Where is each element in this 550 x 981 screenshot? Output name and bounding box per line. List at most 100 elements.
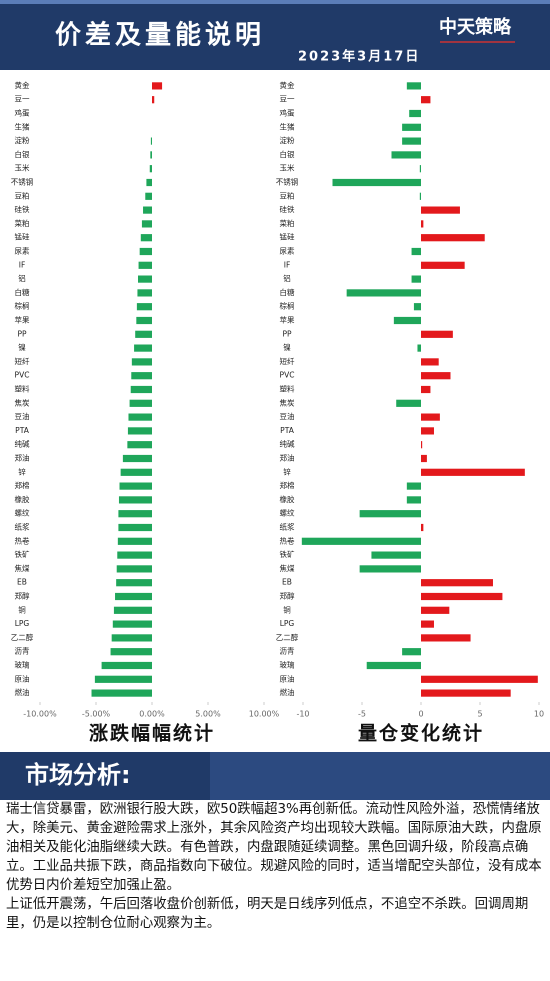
- header-band: [0, 0, 550, 70]
- bar: [419, 165, 421, 173]
- bar: [409, 109, 421, 118]
- bar: [131, 358, 152, 366]
- category-label: 苹果: [280, 315, 295, 325]
- category-label: 纯碱: [280, 439, 295, 449]
- bar: [136, 316, 152, 325]
- bar: [421, 620, 434, 628]
- bar: [421, 372, 451, 380]
- bar: [111, 634, 152, 642]
- bar: [138, 261, 152, 269]
- category-label: PP: [17, 329, 27, 338]
- category-label: 郑棉: [280, 480, 295, 490]
- category-label: 燃油: [280, 687, 295, 697]
- chart: 价差及量能说明 2023年3月17日 中天策略 市场分析: -10.00% -5.…: [0, 0, 550, 800]
- category-label: 螺纹: [280, 508, 295, 518]
- bar: [113, 606, 152, 614]
- bar: [118, 523, 152, 532]
- bar: [140, 234, 152, 242]
- category-label: 锰硅: [280, 232, 295, 242]
- bar: [421, 523, 424, 532]
- bar: [127, 441, 152, 449]
- analysis-text: 瑞士信贷暴雷，欧洲银行股大跌，欧50跌幅超3%再创新低。流动性风险外溢，恐慌情绪…: [6, 800, 544, 933]
- category-label: 郑油: [280, 453, 295, 463]
- category-label: 鸡蛋: [15, 108, 30, 118]
- category-label: 尿素: [280, 246, 295, 256]
- bar: [421, 579, 493, 587]
- bar: [413, 303, 421, 311]
- x-tick-label: 5.00%: [195, 710, 221, 719]
- category-label: 短纤: [15, 356, 30, 366]
- category-label: 热卷: [15, 535, 30, 545]
- bar: [150, 151, 152, 159]
- bar: [138, 275, 152, 283]
- bar: [129, 399, 152, 407]
- bar: [421, 385, 431, 394]
- bar: [101, 661, 152, 670]
- bar: [393, 316, 421, 325]
- category-label: 郑醇: [15, 591, 30, 601]
- category-label: 菜粕: [15, 218, 30, 228]
- bar: [150, 137, 152, 145]
- bar: [421, 634, 471, 642]
- category-label: 郑棉: [15, 480, 30, 490]
- x-tick-label: 0: [418, 710, 423, 719]
- category-label: 塑料: [15, 384, 30, 394]
- bar: [112, 620, 152, 628]
- bar: [115, 592, 152, 601]
- category-label: 橡胶: [280, 494, 295, 504]
- category-label: 郑油: [15, 453, 30, 463]
- bar: [332, 178, 421, 187]
- bar: [402, 123, 421, 131]
- category-label: 生猪: [15, 121, 30, 131]
- section-heading: 市场分析:: [25, 761, 131, 789]
- category-label: 纸浆: [280, 522, 295, 532]
- page-title: 价差及量能说明: [55, 20, 265, 51]
- bar: [118, 510, 152, 518]
- category-label: 硅铁: [15, 204, 30, 214]
- category-label: 锌: [18, 466, 26, 476]
- category-label: 白银: [15, 149, 30, 159]
- category-label: 焦炭: [280, 397, 295, 407]
- bar: [117, 551, 152, 559]
- category-label: 铝: [283, 273, 291, 283]
- bar: [411, 275, 421, 283]
- bar: [421, 606, 450, 614]
- section-band-right: [210, 752, 550, 800]
- category-label: 黄金: [280, 80, 295, 90]
- chart-title: 涨跌幅幅统计: [89, 722, 215, 745]
- category-label: 白糖: [15, 287, 30, 297]
- bar: [145, 192, 152, 200]
- category-label: 黄金: [15, 80, 30, 90]
- bar: [143, 206, 152, 214]
- paragraph: 瑞士信贷暴雷，欧洲银行股大跌，欧50跌幅超3%再创新低。流动性风险外溢，恐慌情绪…: [6, 802, 542, 893]
- category-label: 不锈钢: [276, 177, 299, 187]
- category-label: 橡胶: [15, 494, 30, 504]
- bar: [366, 661, 421, 670]
- x-tick-label: -5.00%: [82, 710, 111, 719]
- x-tick-label: 10: [534, 710, 544, 719]
- x-tick-label: -5: [358, 710, 366, 719]
- category-label: 短纤: [280, 356, 295, 366]
- bar: [421, 413, 440, 421]
- x-tick-label: -10: [296, 710, 309, 719]
- category-label: 豆一: [15, 95, 30, 104]
- x-tick-label: -10.00%: [23, 710, 57, 719]
- bar: [417, 344, 421, 352]
- category-label: 乙二醇: [11, 632, 34, 642]
- category-label: 塑料: [280, 384, 295, 394]
- category-label: 热卷: [280, 535, 295, 545]
- category-label: 尿素: [15, 246, 30, 256]
- category-label: 豆粕: [280, 190, 295, 200]
- bar: [118, 496, 152, 504]
- category-label: LPG: [15, 619, 30, 628]
- category-label: PP: [282, 329, 292, 338]
- bar: [402, 648, 421, 656]
- x-tick-label: 5: [477, 710, 482, 719]
- category-label: 生猪: [280, 121, 295, 131]
- category-label: PVC: [15, 371, 30, 380]
- category-label: 镍: [18, 342, 26, 352]
- category-label: 豆一: [280, 95, 295, 104]
- bar: [411, 247, 421, 256]
- category-label: 锰硅: [15, 232, 30, 242]
